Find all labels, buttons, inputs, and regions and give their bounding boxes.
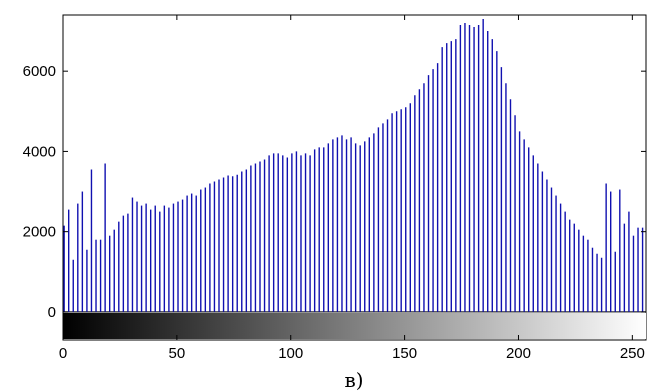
- x-tick-label: 0: [59, 345, 67, 362]
- plot-area: [62, 14, 647, 341]
- y-axis: 0 2000 4000 6000: [23, 63, 646, 321]
- x-tick-label: 150: [392, 345, 417, 362]
- y-tick-label: 6000: [23, 63, 56, 80]
- y-tick-label: 0: [48, 304, 56, 321]
- figure-caption: в): [344, 368, 363, 392]
- y-tick-label: 2000: [23, 224, 56, 241]
- y-tick-label: 4000: [23, 143, 56, 160]
- x-axis: 0 50 100 150 200 250: [59, 15, 645, 362]
- grayscale-colorbar: [63, 312, 646, 339]
- x-tick-label: 50: [169, 345, 186, 362]
- x-tick-label: 250: [620, 345, 645, 362]
- x-tick-label: 200: [506, 345, 531, 362]
- bar-series: [63, 19, 644, 312]
- x-tick-label: 100: [278, 345, 303, 362]
